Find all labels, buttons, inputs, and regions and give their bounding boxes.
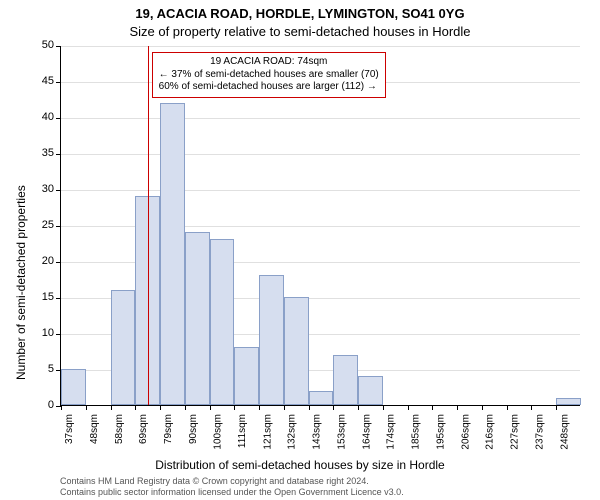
- histogram-bar: [333, 355, 358, 405]
- ytick-mark: [56, 118, 61, 119]
- ytick-label: 20: [26, 255, 54, 267]
- histogram-bar: [358, 376, 383, 405]
- xtick-label: 153sqm: [336, 414, 347, 450]
- ytick-mark: [56, 262, 61, 263]
- gridline: [61, 154, 580, 155]
- histogram-bar: [185, 232, 210, 405]
- xtick-mark: [284, 405, 285, 410]
- xtick-label: 248sqm: [559, 414, 570, 450]
- chart-container: 19, ACACIA ROAD, HORDLE, LYMINGTON, SO41…: [0, 0, 600, 500]
- histogram-bar: [556, 398, 581, 405]
- annotation-line-3: 60% of semi-detached houses are larger (…: [159, 81, 379, 94]
- xtick-label: 90sqm: [188, 414, 199, 444]
- xtick-mark: [309, 405, 310, 410]
- histogram-bar: [309, 391, 334, 405]
- xtick-label: 37sqm: [64, 414, 75, 444]
- footer-line-2: Contains public sector information licen…: [60, 487, 404, 498]
- ytick-label: 25: [26, 219, 54, 231]
- ytick-label: 45: [26, 75, 54, 87]
- ytick-label: 30: [26, 183, 54, 195]
- histogram-bar: [210, 239, 235, 405]
- xtick-mark: [556, 405, 557, 410]
- xtick-mark: [457, 405, 458, 410]
- ytick-mark: [56, 190, 61, 191]
- xtick-mark: [432, 405, 433, 410]
- ytick-mark: [56, 334, 61, 335]
- ytick-mark: [56, 298, 61, 299]
- chart-title-line2: Size of property relative to semi-detach…: [0, 24, 600, 39]
- gridline: [61, 190, 580, 191]
- x-axis-label: Distribution of semi-detached houses by …: [0, 458, 600, 472]
- xtick-label: 132sqm: [287, 414, 298, 450]
- xtick-label: 58sqm: [114, 414, 125, 444]
- xtick-label: 121sqm: [262, 414, 273, 450]
- plot-area: 0510152025303540455037sqm48sqm58sqm69sqm…: [60, 46, 580, 406]
- xtick-mark: [259, 405, 260, 410]
- xtick-mark: [160, 405, 161, 410]
- histogram-bar: [259, 275, 284, 405]
- xtick-label: 164sqm: [361, 414, 372, 450]
- annotation-line-1: 19 ACACIA ROAD: 74sqm: [159, 56, 379, 69]
- xtick-mark: [210, 405, 211, 410]
- ytick-label: 15: [26, 291, 54, 303]
- xtick-label: 111sqm: [237, 414, 248, 448]
- marker-line: [148, 46, 149, 405]
- annotation-line-2: ← 37% of semi-detached houses are smalle…: [159, 69, 379, 82]
- histogram-bar: [61, 369, 86, 405]
- histogram-bar: [111, 290, 136, 405]
- chart-title-line1: 19, ACACIA ROAD, HORDLE, LYMINGTON, SO41…: [0, 6, 600, 21]
- xtick-label: 227sqm: [510, 414, 521, 450]
- xtick-label: 195sqm: [435, 414, 446, 450]
- footer-line-1: Contains HM Land Registry data © Crown c…: [60, 476, 404, 487]
- xtick-mark: [86, 405, 87, 410]
- xtick-mark: [358, 405, 359, 410]
- xtick-mark: [111, 405, 112, 410]
- xtick-label: 174sqm: [386, 414, 397, 450]
- xtick-mark: [61, 405, 62, 410]
- ytick-label: 10: [26, 327, 54, 339]
- xtick-label: 69sqm: [138, 414, 149, 444]
- ytick-label: 40: [26, 111, 54, 123]
- xtick-mark: [383, 405, 384, 410]
- ytick-label: 50: [26, 39, 54, 51]
- histogram-bar: [160, 103, 185, 405]
- y-axis-label: Number of semi-detached properties: [14, 185, 28, 380]
- gridline: [61, 118, 580, 119]
- xtick-label: 100sqm: [213, 414, 224, 450]
- xtick-mark: [135, 405, 136, 410]
- xtick-mark: [408, 405, 409, 410]
- footer-attribution: Contains HM Land Registry data © Crown c…: [60, 476, 404, 498]
- ytick-mark: [56, 226, 61, 227]
- histogram-bar: [234, 347, 259, 405]
- xtick-label: 79sqm: [163, 414, 174, 444]
- ytick-label: 5: [26, 363, 54, 375]
- histogram-bar: [284, 297, 309, 405]
- ytick-mark: [56, 154, 61, 155]
- ytick-label: 35: [26, 147, 54, 159]
- xtick-mark: [482, 405, 483, 410]
- xtick-mark: [234, 405, 235, 410]
- xtick-label: 143sqm: [312, 414, 323, 450]
- ytick-label: 0: [26, 399, 54, 411]
- annotation-box: 19 ACACIA ROAD: 74sqm← 37% of semi-detac…: [152, 52, 386, 98]
- xtick-mark: [507, 405, 508, 410]
- ytick-mark: [56, 82, 61, 83]
- xtick-label: 206sqm: [460, 414, 471, 450]
- xtick-label: 237sqm: [534, 414, 545, 450]
- xtick-mark: [333, 405, 334, 410]
- gridline: [61, 46, 580, 47]
- xtick-label: 216sqm: [485, 414, 496, 450]
- xtick-label: 48sqm: [89, 414, 100, 444]
- ytick-mark: [56, 46, 61, 47]
- xtick-mark: [185, 405, 186, 410]
- xtick-label: 185sqm: [411, 414, 422, 450]
- xtick-mark: [531, 405, 532, 410]
